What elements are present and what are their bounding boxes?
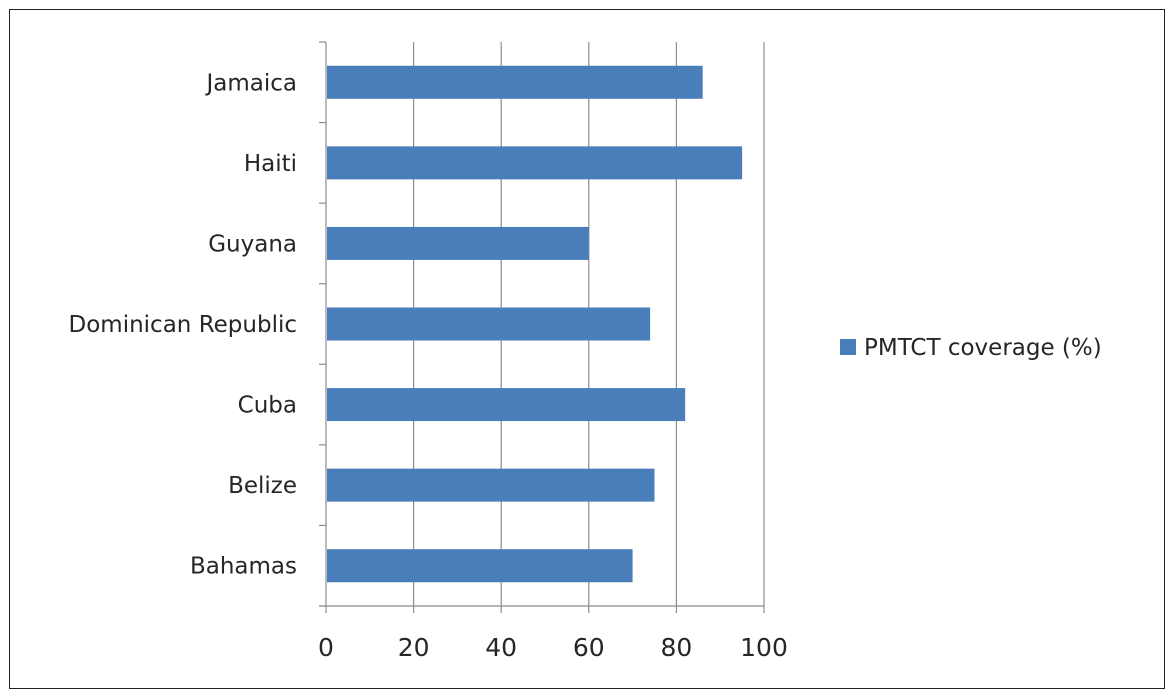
bar bbox=[327, 388, 686, 422]
bar bbox=[327, 468, 655, 502]
tick-labels: 0 20 40 60 80 100 bbox=[318, 633, 788, 662]
category-labels: Jamaica Haiti Guyana Dominican Republic Cuba… bbox=[69, 70, 297, 579]
category-label: Dominican Republic bbox=[69, 312, 297, 338]
category-label: Jamaica bbox=[204, 70, 297, 96]
category-label: Guyana bbox=[208, 231, 297, 257]
legend-swatch bbox=[840, 339, 856, 355]
x-tick-label: 0 bbox=[318, 633, 334, 662]
bar bbox=[327, 146, 743, 180]
bar bbox=[327, 549, 633, 583]
x-tick-label: 80 bbox=[660, 633, 692, 662]
category-label: Cuba bbox=[238, 393, 297, 419]
axes bbox=[319, 41, 765, 613]
category-label: Bahamas bbox=[190, 554, 297, 580]
x-tick-label: 60 bbox=[573, 633, 605, 662]
bar bbox=[327, 226, 589, 260]
x-tick-label: 20 bbox=[398, 633, 430, 662]
legend-label: PMTCT coverage (%) bbox=[864, 335, 1102, 361]
bars bbox=[327, 65, 743, 583]
category-label: Haiti bbox=[244, 151, 297, 177]
category-label: Belize bbox=[228, 473, 297, 499]
bar bbox=[327, 307, 651, 341]
x-tick-label: 100 bbox=[740, 633, 788, 662]
x-tick-label: 40 bbox=[485, 633, 517, 662]
legend: PMTCT coverage (%) bbox=[840, 335, 1102, 361]
bar bbox=[327, 65, 703, 99]
